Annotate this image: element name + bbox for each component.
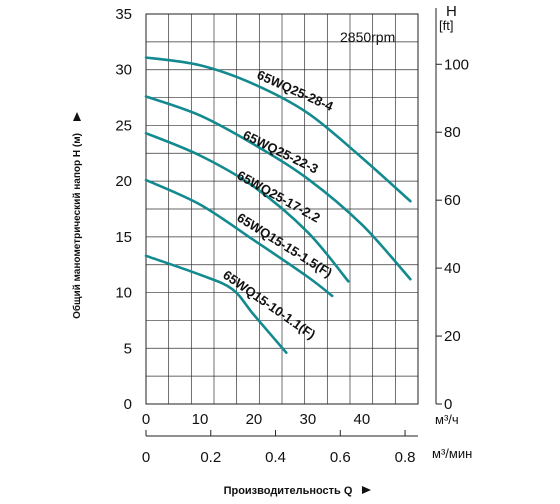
y-axis-title: Общий манометрический напор H (м) (71, 112, 83, 319)
rpm-label: 2850rpm (340, 29, 395, 45)
pump-curve-5 (144, 254, 288, 354)
y-tick-label: 10 (115, 285, 132, 302)
x-tick-label-m3h: 10 (192, 411, 209, 428)
y-axis-arrow-icon (73, 112, 81, 121)
y2-tick-label: 100 (444, 56, 469, 73)
x-tick-label-m3min: 0 (142, 449, 150, 466)
y-tick-label: 35 (115, 6, 132, 23)
y2-tick-label: 40 (444, 260, 461, 277)
curve-labels: 65WQ25-28-465WQ25-22-365WQ25-17-2.265WQ1… (220, 67, 336, 342)
pump-curve-3 (144, 131, 350, 283)
x-tick-label-m3min: 0.2 (200, 449, 221, 466)
y-tick-label: 5 (124, 340, 132, 357)
plot-frame (145, 13, 419, 405)
y2-tick-label: 60 (444, 192, 461, 209)
pump-curve-4 (144, 178, 334, 298)
x-tick-label-m3h: 20 (246, 411, 263, 428)
y-tick-label: 20 (115, 173, 132, 190)
x-axis-title-text: Производительность Q (224, 485, 353, 497)
y-axis-title-text: Общий манометрический напор H (м) (71, 133, 83, 319)
right-axis-unit: [ft] (439, 18, 453, 33)
tick-labels: 0 5 10 15 20 25 30 35 0 20 40 60 80 100 0 10 20 30 40 0 0.2 0… (115, 6, 469, 466)
right-axis-symbol: H (446, 3, 457, 20)
y-tick-label: 30 (115, 62, 132, 79)
x-tick-label-m3min: 0.6 (330, 449, 351, 466)
x-tick-label-m3h: 0 (142, 411, 150, 428)
pump-curves (144, 56, 412, 354)
x-tick-label-m3min: 0.8 (395, 449, 416, 466)
y2-tick-label: 20 (444, 328, 461, 345)
y-tick-label: 0 (124, 396, 132, 413)
x-tick-label-m3h: 40 (354, 411, 371, 428)
y2-tick-label: 80 (444, 124, 461, 141)
x-axis-unit-m3min: м³/мин (432, 446, 472, 461)
pump-curve-1 (144, 56, 412, 203)
y-tick-label: 25 (115, 117, 132, 134)
curve-label-5: 65WQ15-10-1.1(F) (220, 267, 318, 342)
x-axis-arrow-icon (362, 486, 371, 494)
y2-tick-label: 0 (444, 396, 452, 413)
curve-label-2: 65WQ25-22-3 (241, 127, 321, 176)
x-axis-title: Производительность Q (224, 485, 371, 497)
pump-curve-2 (144, 95, 412, 281)
x-axis-unit-m3h: м³/ч (435, 412, 459, 427)
x-tick-label-m3min: 0.4 (265, 449, 286, 466)
x-tick-label-m3h: 30 (300, 411, 317, 428)
y-tick-label: 15 (115, 229, 132, 246)
